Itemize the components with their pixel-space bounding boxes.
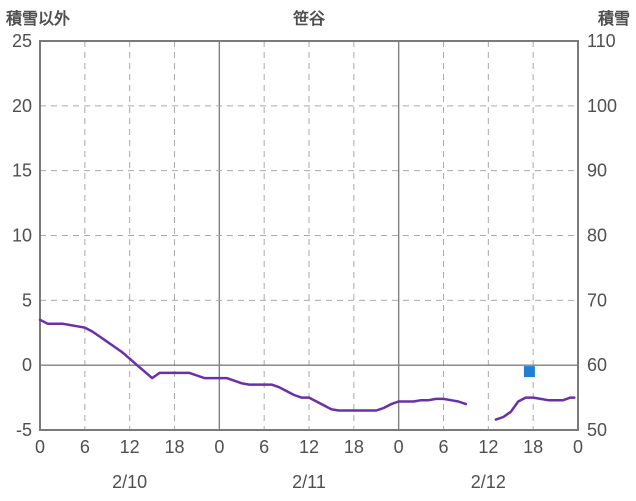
left-axis-tick-label: 10 — [12, 226, 32, 246]
left-axis-tick-label: 15 — [12, 161, 32, 181]
x-axis-date-label: 2/12 — [471, 472, 506, 492]
right-axis-tick-label: 70 — [587, 290, 607, 310]
right-axis-tick-label: 90 — [587, 161, 607, 181]
x-axis-hour-label: 12 — [120, 437, 140, 457]
x-axis-hour-label: 6 — [259, 437, 269, 457]
right-axis-tick-label: 100 — [587, 96, 617, 116]
snow-depth-marker — [523, 366, 535, 378]
x-axis-hour-label: 6 — [80, 437, 90, 457]
x-axis-hour-label: 18 — [164, 437, 184, 457]
left-axis-tick-label: 25 — [12, 31, 32, 51]
right-axis-tick-label: 50 — [587, 420, 607, 440]
plot-border — [39, 40, 579, 431]
temperature-line — [38, 318, 468, 412]
temperature-line — [494, 396, 576, 421]
x-axis-hour-label: 0 — [214, 437, 224, 457]
left-axis-tick-label: 0 — [22, 355, 32, 375]
x-axis-hour-label: 18 — [344, 437, 364, 457]
x-axis-hour-label: 18 — [523, 437, 543, 457]
left-axis-title: 積雪以外 — [6, 11, 71, 28]
x-axis-hour-label: 0 — [394, 437, 404, 457]
x-axis-hour-label: 0 — [35, 437, 45, 457]
chart-title: 笹谷 — [292, 11, 325, 28]
x-axis-hour-label: 0 — [573, 437, 583, 457]
right-axis-title: 積雪 — [597, 11, 630, 28]
x-axis-hour-label: 6 — [438, 437, 448, 457]
x-axis-hour-label: 12 — [299, 437, 319, 457]
left-axis-tick-label: 20 — [12, 96, 32, 116]
right-axis-tick-label: 60 — [587, 355, 607, 375]
x-axis-date-label: 2/10 — [112, 472, 147, 492]
left-axis-tick-label: -5 — [16, 420, 32, 440]
x-axis-date-label: 2/11 — [292, 472, 326, 492]
left-axis-tick-label: 5 — [22, 290, 32, 310]
right-axis-tick-label: 110 — [587, 31, 616, 51]
right-axis-tick-label: 80 — [587, 226, 607, 246]
x-axis-hour-label: 12 — [478, 437, 498, 457]
